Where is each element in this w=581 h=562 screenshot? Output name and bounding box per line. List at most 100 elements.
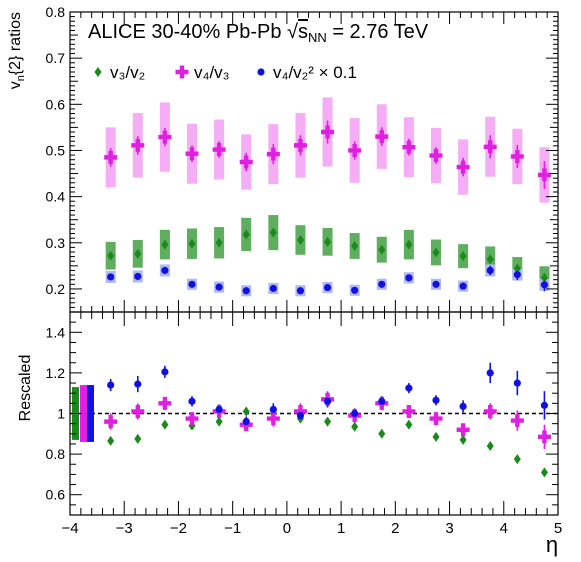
x-tick-label: 3 [445, 520, 453, 537]
top-y-tick-label: 0.7 [46, 50, 66, 66]
v4v3-ratio-point [185, 412, 199, 426]
v4v22-ratio-point [432, 396, 440, 404]
v4v22-point [540, 281, 549, 289]
v4v3-ratio-point [131, 404, 145, 418]
v4v22-point [107, 273, 115, 281]
top-y-tick-label: 0.2 [46, 281, 66, 297]
v4v3-point [537, 168, 551, 182]
top-ylabel: vn{2} ratios [7, 12, 27, 89]
v4v3-point [429, 149, 443, 163]
v4v22-point [296, 287, 305, 295]
v3v2-point [161, 239, 169, 250]
v4v22-point [459, 282, 467, 290]
x-tick-label: −3 [116, 520, 133, 537]
v4v22-ratio-point [215, 405, 223, 414]
top-ylabel-rest: {2} ratios [7, 12, 24, 75]
v3v2-ratio-point [134, 433, 142, 444]
x-tick-label: 5 [554, 520, 562, 537]
v4v22-ratio-point [378, 397, 386, 405]
x-axis-label: η [546, 532, 558, 557]
v3v2-point [540, 272, 548, 283]
v3v2-ratio-point [242, 406, 250, 417]
v4v3-point [375, 130, 389, 144]
v4v3-ratio-point [402, 404, 416, 418]
v3v2-point [459, 251, 467, 262]
v4v22-ratio-point [351, 409, 359, 418]
v4v22-point [405, 274, 413, 282]
bottom-axis-ticks: 0.6 0.8 1 1.2 1.4 [46, 311, 559, 516]
v4v3-point [293, 138, 307, 152]
sqrt-sign: √ [287, 21, 298, 43]
x-tick-label: 4 [500, 520, 508, 537]
v4v3-ratio-point [104, 415, 118, 429]
v4v3-point [321, 125, 335, 139]
v4v22-point [486, 266, 494, 275]
bottom-panel: 0.6 0.8 1 1.2 1.4 Rescaled [17, 311, 559, 516]
top-y-tick-label: 0.6 [46, 96, 66, 112]
bottom-markers [104, 368, 551, 478]
v4v3-ratio-point [429, 412, 443, 426]
v4v22-ratio-point [134, 380, 142, 388]
v4v22-ratio-point [405, 384, 413, 392]
v4v3-point [510, 149, 524, 163]
v3v2-ratio-point [351, 421, 359, 432]
bottom-y-tick-label: 1.2 [46, 365, 66, 381]
v3v2-ratio-point [540, 467, 548, 478]
v4v3-point [158, 130, 172, 144]
v4v3-point [185, 147, 199, 161]
bottom-y-tick-label: 1.4 [46, 324, 66, 340]
v4v3-ratio-point [158, 396, 172, 410]
legend-label-v4v3: v₄/v₃ [194, 63, 230, 82]
bottom-y-tick-label: 0.8 [46, 446, 66, 462]
top-title-sub: NN [308, 30, 327, 45]
v4v22-point [269, 284, 277, 293]
top-y-tick-label: 0.4 [46, 189, 66, 205]
x-tick-label: −1 [224, 520, 241, 537]
v3v2-ratio-point [161, 419, 169, 430]
v4v3-ratio-point [510, 414, 524, 428]
v4v22-ratio-point [323, 397, 332, 405]
norm-box-v4v3 [80, 385, 87, 442]
bottom-stat-errors [109, 362, 546, 450]
v4v22-point [432, 280, 440, 288]
v4v22-point [378, 280, 386, 288]
v3v2-point [188, 238, 196, 249]
v3v2-point [432, 247, 440, 258]
v3v2-point [134, 248, 142, 259]
v3v2-ratio-point [215, 416, 223, 427]
v4v3-ratio-point [537, 430, 551, 444]
v3v2-ratio-point [513, 454, 521, 465]
v4v22-point [242, 287, 250, 295]
v4v3-ratio-point [266, 412, 280, 426]
top-title-post: = 2.76 TeV [327, 21, 429, 43]
x-tick-label: 2 [391, 520, 399, 537]
v3v2-point [215, 237, 223, 248]
x-tick-label: −2 [170, 520, 187, 537]
v4v22-point [513, 271, 521, 279]
v3v2-ratio-point [107, 435, 115, 446]
v4v22-ratio-point [269, 405, 277, 414]
v4v3-point [239, 155, 253, 169]
v4v22-point [215, 283, 223, 291]
v4v3-point [348, 143, 362, 157]
v4v3-ratio-point [293, 404, 307, 418]
v3v2-ratio-point [378, 428, 386, 439]
v3v2-point [405, 239, 413, 250]
top-plot-frame [69, 11, 559, 313]
v3v2-point [351, 241, 359, 251]
v3v2-point [486, 254, 494, 265]
v3v2-point [107, 250, 115, 261]
legend-label-v4v22: v₄/v₂² × 0.1 [273, 63, 357, 82]
v4v22-ratio-point [161, 368, 169, 376]
v4v3-point [483, 140, 497, 154]
v4v22-ratio-point [540, 401, 549, 409]
v3v2-point [378, 244, 386, 255]
v4v3-point [456, 160, 470, 174]
v3v2-point [296, 235, 304, 245]
v3v2-ratio-point [459, 434, 467, 445]
v4v22-ratio-point [107, 381, 115, 389]
top-ylabel-sub: n [15, 75, 27, 81]
v4v3-point [402, 140, 416, 154]
v4v22-point [323, 283, 332, 292]
